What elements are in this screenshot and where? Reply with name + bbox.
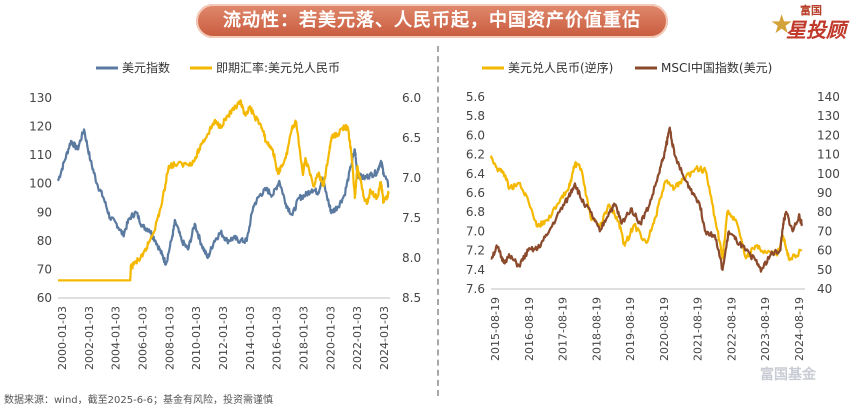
y-right-tick-label: 7.5 (402, 211, 421, 225)
legend-label: MSCI中国指数(美元) (661, 60, 772, 75)
y-right-tick-label: 60 (817, 244, 832, 258)
x-tick-label: 2000-01-03 (56, 306, 69, 370)
y-left-tick-label: 120 (29, 120, 52, 134)
x-tick-label: 2021-08-19 (692, 297, 705, 361)
series-line-0-0 (56, 128, 390, 266)
y-left-tick-label: 7.2 (466, 244, 485, 258)
y-right-tick-label: 8.0 (402, 251, 421, 265)
legend-label: 美元兑人民币(逆序) (508, 60, 613, 75)
y-right-tick-label: 8.5 (402, 291, 421, 305)
x-tick-label: 2020-01-03 (324, 306, 337, 370)
series-line-1-0 (489, 155, 803, 262)
title-pill: 流动性：若美元落、人民币起，中国资产价值重估 (196, 4, 668, 38)
y-right-tick-label: 7.0 (402, 171, 421, 185)
chart-divider (437, 46, 439, 396)
x-tick-label: 2018-01-03 (298, 306, 311, 370)
y-right-tick-label: 40 (817, 282, 832, 296)
y-left-tick-label: 6.8 (466, 205, 485, 219)
y-right-tick-label: 120 (817, 128, 840, 142)
y-left-tick-label: 130 (29, 91, 52, 105)
y-left-tick-label: 5.8 (466, 109, 485, 123)
y-left-tick-label: 6.4 (466, 167, 485, 181)
y-left-tick-label: 7.6 (466, 282, 485, 296)
x-tick-label: 2024-01-03 (378, 306, 391, 370)
brand-main-text: 星投顾 (786, 18, 846, 42)
y-left-tick-label: 7.4 (466, 263, 485, 277)
y-right-tick-label: 70 (817, 224, 832, 238)
x-tick-label: 2008-01-03 (163, 306, 176, 370)
x-tick-label: 2018-08-19 (590, 297, 603, 361)
watermark: 富国基金 (760, 367, 816, 383)
source-note: 数据来源：wind，截至2025-6-6；基金有风险，投资需谨慎 (4, 395, 274, 406)
y-left-tick-label: 100 (29, 177, 52, 191)
x-tick-label: 2020-08-19 (658, 297, 671, 361)
x-tick-label: 2022-01-03 (351, 306, 364, 370)
y-left-tick-label: 70 (37, 262, 52, 276)
y-left-tick-label: 60 (37, 291, 52, 305)
x-tick-label: 2004-01-03 (110, 306, 123, 370)
x-tick-label: 2017-08-19 (557, 297, 570, 361)
y-right-tick-label: 100 (817, 167, 840, 181)
x-tick-label: 2016-08-19 (523, 297, 536, 361)
y-left-tick-label: 110 (29, 148, 52, 162)
y-left-tick-label: 90 (37, 205, 52, 219)
x-tick-label: 2015-08-19 (489, 297, 502, 361)
y-left-tick-label: 6.0 (466, 128, 485, 142)
x-tick-label: 2016-01-03 (271, 306, 284, 370)
title-band: 流动性：若美元落、人民币起，中国资产价值重估 ★ 富国 星投顾 (0, 0, 864, 44)
brand-logo: ★ 富国 星投顾 (770, 0, 864, 44)
brand-top-text: 富国 (800, 4, 822, 17)
page-title: 流动性：若美元落、人民币起，中国资产价值重估 (223, 10, 641, 31)
x-tick-label: 2022-08-19 (725, 297, 738, 361)
legend-label: 即期汇率:美元兑人民币 (216, 60, 340, 75)
y-right-tick-label: 110 (817, 148, 840, 162)
star-icon: ★ (770, 10, 794, 40)
x-tick-label: 2024-08-19 (793, 297, 806, 361)
y-right-tick-label: 50 (817, 263, 832, 277)
x-tick-label: 2023-08-19 (759, 297, 772, 361)
y-left-tick-label: 6.2 (466, 148, 485, 162)
legend-label: 美元指数 (122, 60, 170, 75)
y-right-tick-label: 90 (817, 186, 832, 200)
x-tick-label: 2010-01-03 (190, 306, 203, 370)
series-line-1-1 (490, 126, 803, 273)
y-right-tick-label: 80 (817, 205, 832, 219)
x-tick-label: 2012-01-03 (217, 306, 230, 370)
y-left-tick-label: 5.6 (466, 90, 485, 104)
x-tick-label: 2019-08-19 (624, 297, 637, 361)
y-right-tick-label: 6.0 (402, 91, 421, 105)
y-right-tick-label: 6.5 (402, 131, 421, 145)
x-tick-label: 2002-01-03 (83, 306, 96, 370)
y-left-tick-label: 80 (37, 234, 52, 248)
y-left-tick-label: 6.6 (466, 186, 485, 200)
y-right-tick-label: 130 (817, 109, 840, 123)
x-tick-label: 2006-01-03 (137, 306, 150, 370)
y-left-tick-label: 7.0 (466, 224, 485, 238)
y-right-tick-label: 140 (817, 90, 840, 104)
x-tick-label: 2014-01-03 (244, 306, 257, 370)
series-line-0-1 (58, 99, 390, 282)
